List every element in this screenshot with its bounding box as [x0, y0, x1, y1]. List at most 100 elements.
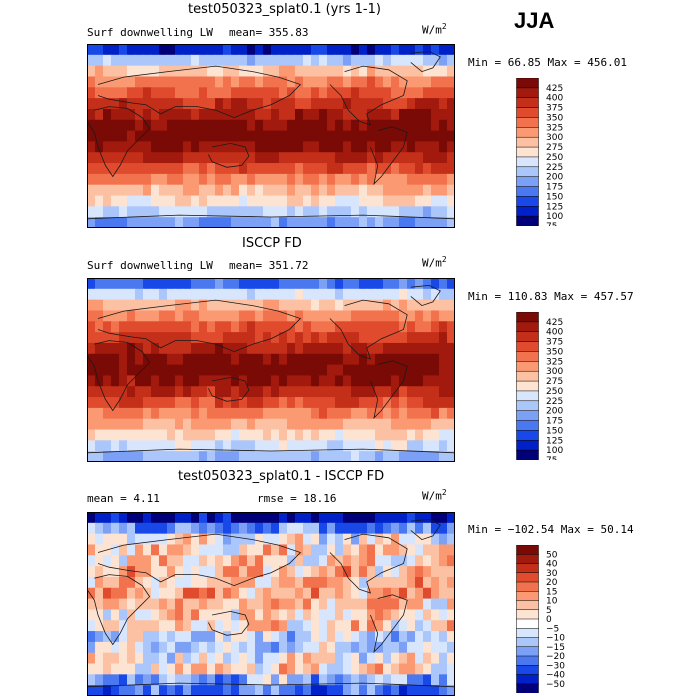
map-cell [223, 141, 232, 153]
map-cell [223, 652, 232, 665]
map-cell [111, 533, 120, 546]
map-cell [183, 652, 192, 665]
map-cell [271, 364, 280, 377]
map-cell [367, 54, 376, 67]
map-cell [159, 663, 168, 675]
map-cell [231, 451, 240, 462]
map-cell [199, 576, 208, 589]
map-cell [295, 206, 304, 218]
map-cell [271, 620, 280, 632]
map-cell [295, 87, 304, 99]
map-cell [399, 429, 408, 441]
colorbar-box [516, 563, 539, 574]
map-cell [391, 217, 400, 228]
map-cell [175, 609, 184, 621]
map-cell [303, 87, 312, 99]
map-cell [375, 332, 384, 344]
map-cell [239, 278, 248, 290]
map-cell [191, 397, 200, 409]
map-cell [167, 566, 176, 578]
map-cell [167, 152, 176, 164]
map-cell [407, 512, 416, 524]
map-cell [111, 631, 120, 643]
map-cell [207, 173, 216, 186]
map-cell [175, 429, 184, 441]
map-cell [207, 641, 216, 654]
map-cell [135, 195, 144, 207]
map-cell [191, 278, 200, 290]
map-cell [303, 65, 312, 78]
map-cell [399, 163, 408, 175]
map-cell [127, 674, 136, 686]
map-cell [119, 353, 128, 366]
map-cell [351, 641, 360, 654]
map-cell [135, 386, 144, 398]
map-cell [207, 87, 216, 99]
map-cell [247, 342, 256, 355]
map-cell [167, 278, 176, 290]
map-cell [343, 141, 352, 153]
map-cell [407, 163, 416, 175]
coastline [410, 518, 441, 541]
map-cell [183, 533, 192, 546]
map-cell [231, 76, 240, 88]
map-cell [143, 418, 152, 431]
map-cell [183, 512, 192, 524]
map-cell [239, 184, 248, 197]
map-cell [231, 184, 240, 197]
map-cell [119, 184, 128, 197]
map-cell [279, 321, 288, 333]
map-cell [295, 108, 304, 121]
map-cell [415, 195, 424, 207]
map-cell [431, 407, 440, 420]
map-cell [375, 217, 384, 228]
colorbar-box [516, 215, 539, 226]
map-cell [303, 451, 312, 462]
map-frame [87, 278, 455, 462]
map-cell [103, 652, 112, 665]
map-cell [143, 152, 152, 164]
map-cell [439, 206, 448, 218]
map-cell [135, 76, 144, 88]
map-cell [359, 98, 368, 110]
map-cell [223, 130, 232, 143]
map-cell [87, 663, 96, 675]
colorbar-tick-label: 300 [546, 133, 563, 143]
map-cell [119, 512, 128, 524]
map-cell [375, 566, 384, 578]
map-cell [383, 533, 392, 546]
map-cell [215, 332, 224, 344]
map-cell [199, 299, 208, 312]
map-cell [207, 332, 216, 344]
colorbar-box [516, 600, 539, 611]
map-cell [351, 566, 360, 578]
map-cell [415, 98, 424, 110]
map-cell [215, 54, 224, 67]
map-cell [175, 674, 184, 686]
map-cell [431, 76, 440, 88]
map-cell [103, 555, 112, 567]
map-cell [319, 173, 328, 186]
map-cell [111, 152, 120, 164]
map-cell [183, 44, 192, 56]
map-cell [391, 184, 400, 197]
map-cell [175, 631, 184, 643]
map-cell [391, 652, 400, 665]
map-cell [383, 108, 392, 121]
map-cell [223, 609, 232, 621]
map-cell [447, 353, 455, 366]
map-cell [199, 163, 208, 175]
map-cell [175, 119, 184, 132]
map-cell [159, 386, 168, 398]
map-cell [327, 652, 336, 665]
map-cell [327, 407, 336, 420]
map-cell [215, 353, 224, 366]
map-cell [95, 429, 104, 441]
map-cell [319, 332, 328, 344]
map-cell [287, 407, 296, 420]
map-cell [439, 310, 448, 322]
map-cell [271, 206, 280, 218]
map-cell [343, 429, 352, 441]
map-cell [327, 386, 336, 398]
map-cell [359, 440, 368, 452]
